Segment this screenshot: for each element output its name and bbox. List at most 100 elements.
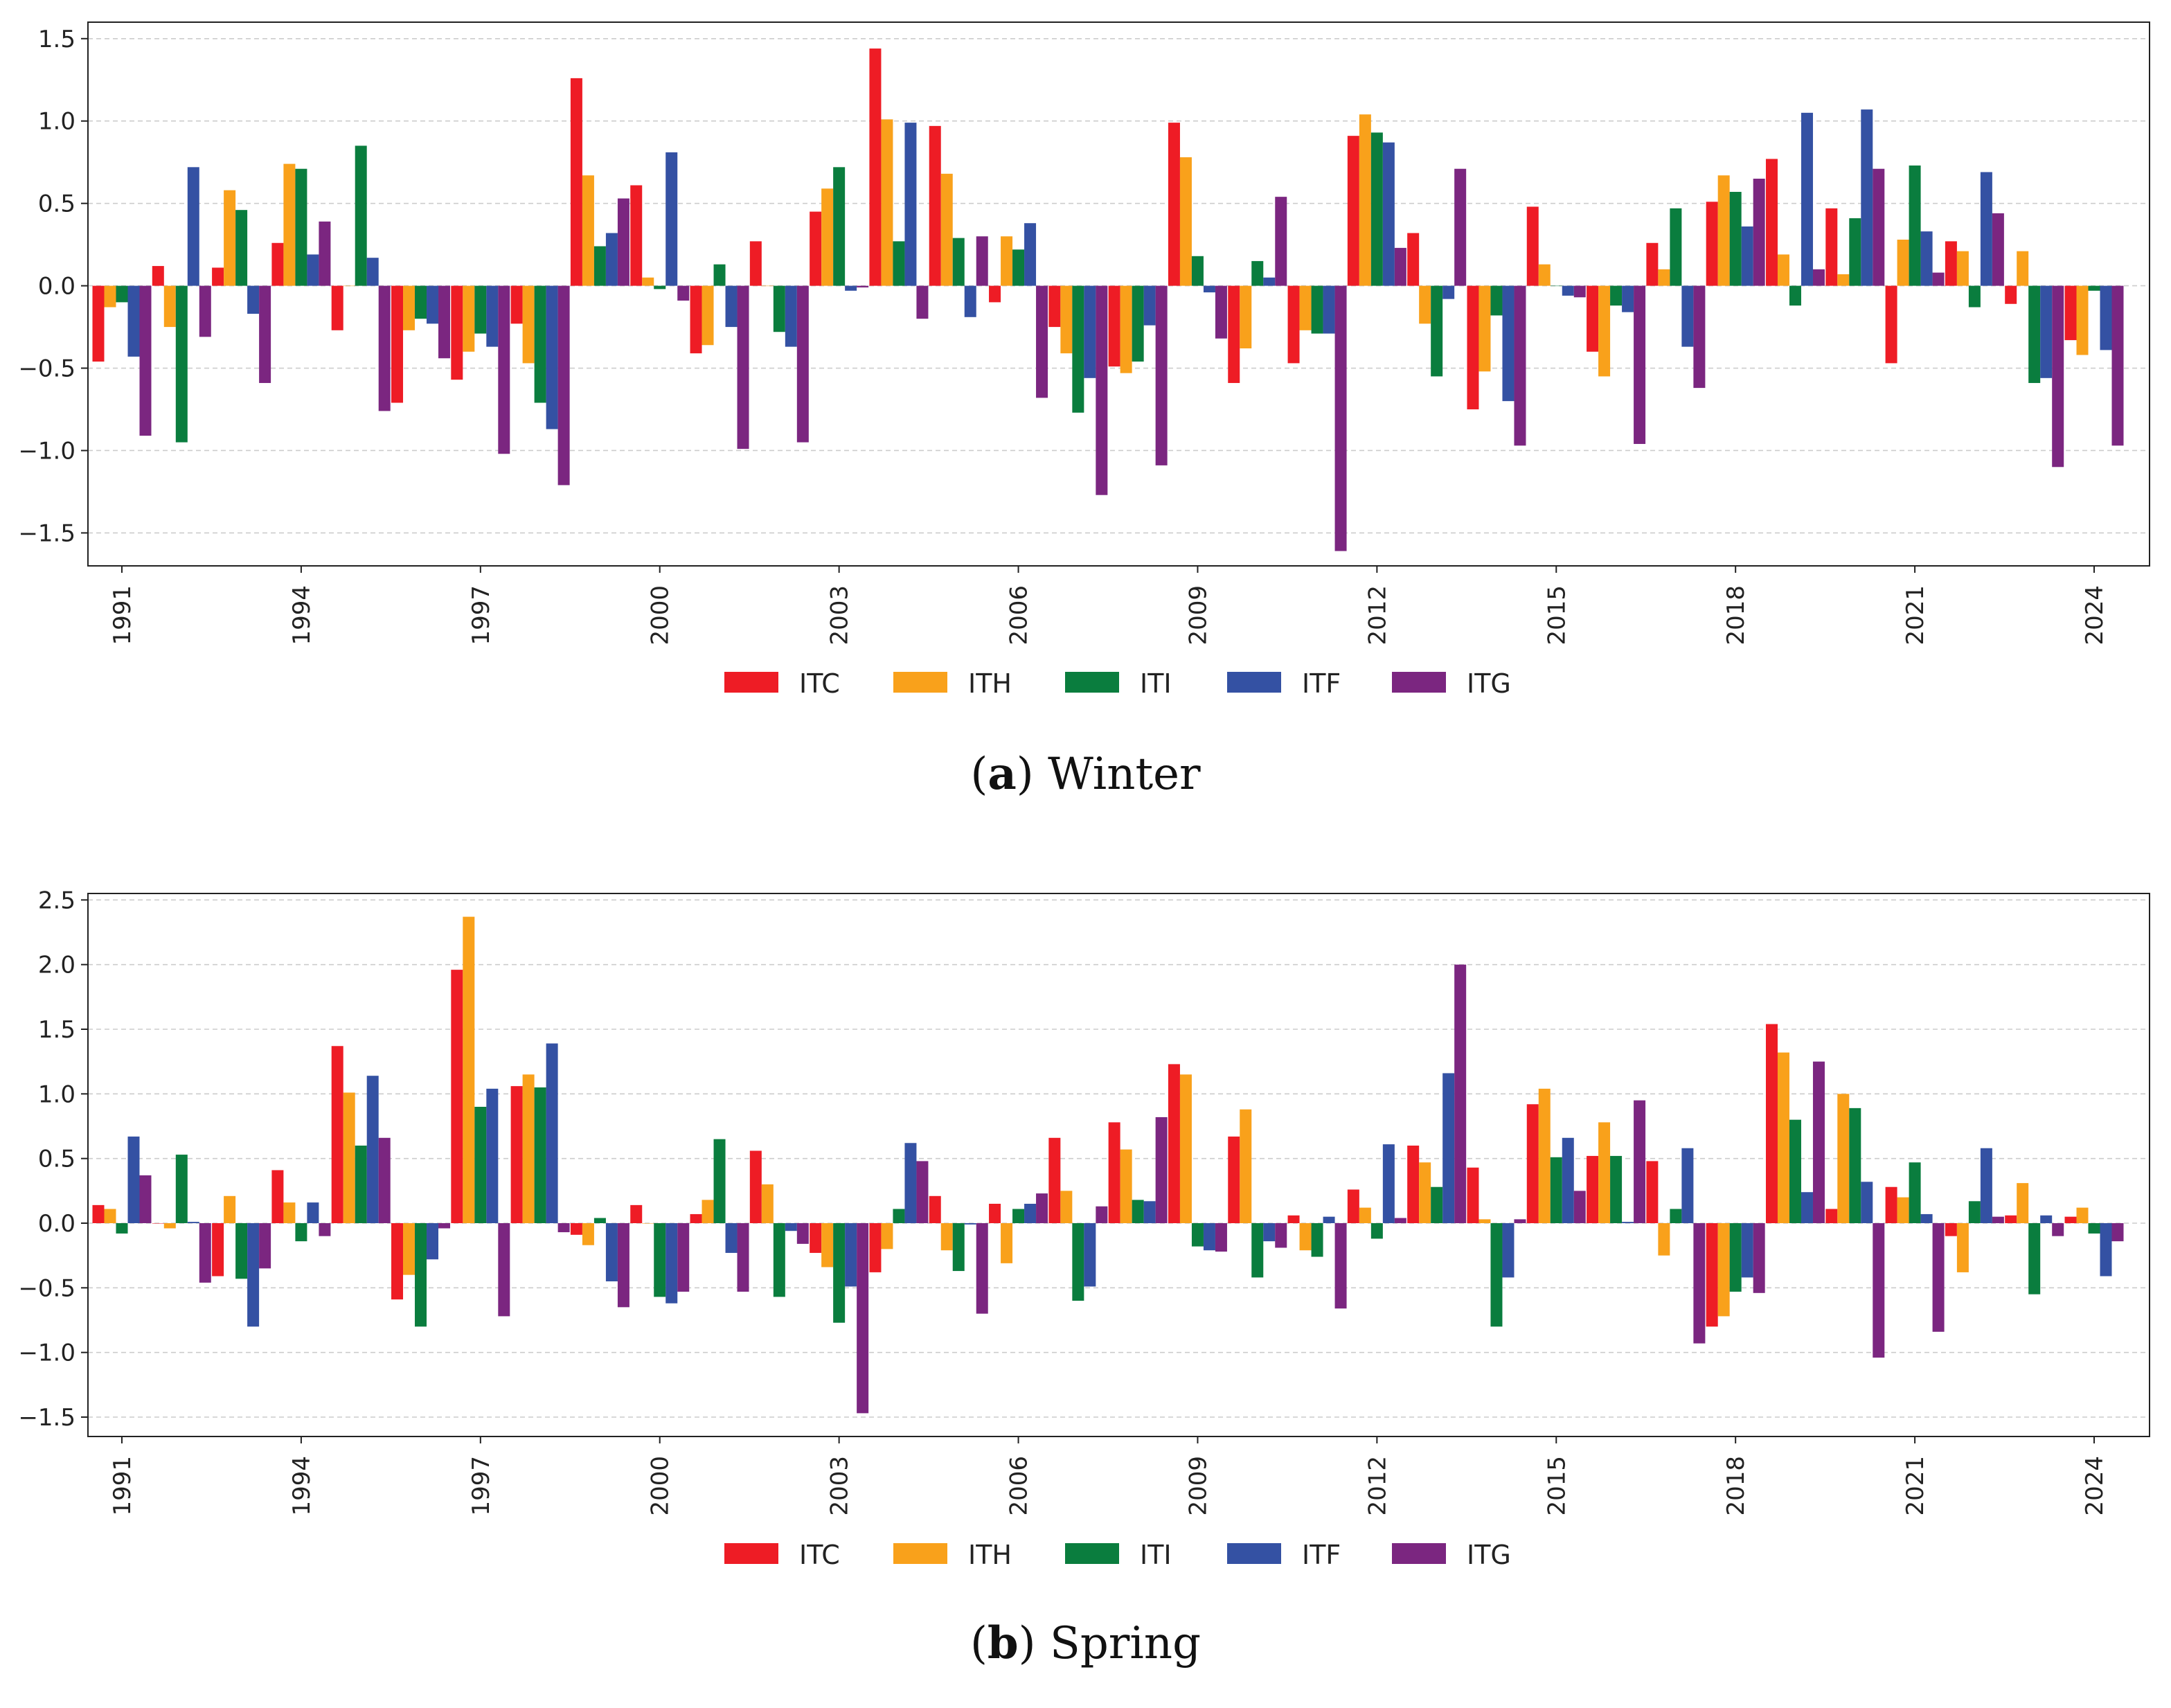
bar-itf-2021	[1920, 1213, 1933, 1223]
bar-ith-1994	[283, 163, 296, 286]
y-tick-label: 1.5	[38, 26, 75, 53]
bar-ith-2004	[881, 119, 893, 286]
bar-ith-1999	[582, 175, 594, 286]
bar-iti-2001	[713, 1139, 726, 1223]
bar-itf-1998	[546, 1043, 558, 1223]
bar-itc-2012	[1347, 136, 1359, 286]
bar-iti-2023	[2028, 285, 2041, 383]
bar-ith-1992	[163, 1223, 176, 1229]
x-tick-label: 2024	[2081, 585, 2109, 646]
y-tick-label: −1.5	[18, 1404, 75, 1432]
bar-iti-2003	[833, 1223, 846, 1323]
bar-ith-2001	[702, 285, 714, 346]
legend-label-ith: ITH	[968, 668, 1012, 699]
legend-swatch-ith	[893, 1543, 947, 1564]
bar-itc-2017	[1646, 1161, 1659, 1223]
bar-iti-1996	[415, 1223, 427, 1327]
bar-iti-1992	[175, 1155, 188, 1223]
bar-itf-2017	[1681, 1148, 1694, 1223]
bar-ith-1995	[343, 1092, 355, 1223]
bar-ith-2015	[1538, 1088, 1551, 1223]
bar-itg-2003	[857, 285, 869, 287]
bar-itg-1999	[617, 198, 629, 286]
bar-itf-2004	[904, 1143, 917, 1223]
bar-itc-2023	[2005, 1215, 2017, 1223]
bar-iti-2016	[1610, 285, 1623, 306]
bar-ith-2023	[2017, 251, 2029, 286]
x-tick-label: 2009	[1184, 1456, 1212, 1516]
bar-iti-2022	[1968, 1201, 1981, 1223]
bar-itc-2022	[1945, 1223, 1957, 1236]
bar-iti-2010	[1251, 1223, 1264, 1278]
bar-itc-2023	[2005, 285, 2017, 304]
bar-itc-1993	[212, 267, 224, 286]
bar-iti-2024	[2088, 1223, 2100, 1234]
bar-itg-2014	[1514, 285, 1526, 446]
bar-ith-1998	[522, 285, 535, 364]
bar-iti-2013	[1431, 285, 1443, 377]
y-tick-label: −0.5	[18, 355, 75, 383]
bar-itf-2015	[1562, 1137, 1574, 1223]
bar-iti-2006	[1012, 249, 1025, 286]
bar-ith-2019	[1777, 254, 1789, 286]
bar-itg-2003	[857, 1223, 869, 1414]
bar-ith-1999	[582, 1223, 594, 1245]
bar-itc-2016	[1587, 1155, 1599, 1223]
x-tick-label: 2006	[1006, 585, 1033, 646]
bar-iti-1994	[295, 168, 307, 286]
bar-ith-2017	[1658, 1223, 1670, 1256]
bar-itg-1998	[557, 285, 570, 486]
bar-itc-1994	[271, 242, 284, 286]
bar-itc-2004	[869, 48, 882, 286]
bar-itf-2004	[904, 123, 917, 286]
bar-iti-1991	[116, 285, 128, 303]
bar-itg-2019	[1812, 1061, 1825, 1223]
bar-ith-2000	[642, 277, 654, 286]
bar-itg-2021	[1932, 272, 1945, 286]
bar-itg-2010	[1275, 197, 1287, 286]
bar-itf-1997	[486, 1088, 499, 1223]
y-tick-label: 0.0	[38, 273, 75, 301]
bar-ith-2003	[821, 188, 834, 286]
bar-iti-2017	[1670, 208, 1682, 286]
bar-itf-2006	[1024, 223, 1037, 286]
bar-iti-1992	[175, 285, 188, 443]
bar-itg-2007	[1096, 285, 1108, 495]
bar-ith-2010	[1240, 1109, 1252, 1223]
bar-ith-1995	[343, 285, 355, 287]
bar-itf-2006	[1024, 1204, 1037, 1223]
bar-itf-1999	[605, 233, 618, 286]
bar-itc-2021	[1885, 1186, 1897, 1223]
bar-itf-1994	[307, 1202, 319, 1223]
bar-itf-2011	[1323, 1216, 1335, 1223]
bar-iti-2003	[833, 167, 846, 286]
bar-iti-2014	[1490, 285, 1503, 316]
bar-itf-2016	[1622, 1222, 1634, 1223]
bar-ith-1993	[224, 190, 236, 286]
bar-itg-1991	[139, 1175, 152, 1223]
bar-itc-2020	[1825, 208, 1838, 286]
bar-itg-2002	[796, 285, 809, 443]
legend-label-iti: ITI	[1140, 1540, 1172, 1570]
bar-itf-2023	[2040, 285, 2053, 378]
bar-itc-1991	[92, 285, 105, 362]
bar-iti-2011	[1311, 1223, 1323, 1257]
legend-swatch-itc	[724, 1543, 778, 1564]
bar-itc-1992	[152, 266, 164, 286]
bar-itc-1999	[570, 1223, 582, 1235]
x-tick-label: 2021	[1902, 585, 1929, 646]
y-tick-label: 1.5	[38, 1016, 75, 1044]
legend-label-iti: ITI	[1140, 668, 1172, 699]
bar-itf-2008	[1143, 285, 1156, 326]
bar-itg-2013	[1454, 168, 1467, 286]
bar-itc-1992	[152, 1223, 164, 1224]
bar-itg-2020	[1873, 1223, 1885, 1358]
bar-iti-2020	[1849, 1107, 1861, 1223]
bar-ith-2013	[1419, 285, 1431, 324]
bar-iti-2016	[1610, 1155, 1623, 1223]
bar-itc-1999	[570, 78, 582, 286]
bar-ith-2005	[940, 173, 953, 286]
bar-ith-1998	[522, 1074, 535, 1223]
bar-itf-2008	[1143, 1201, 1156, 1223]
bar-itc-2015	[1526, 1104, 1539, 1223]
